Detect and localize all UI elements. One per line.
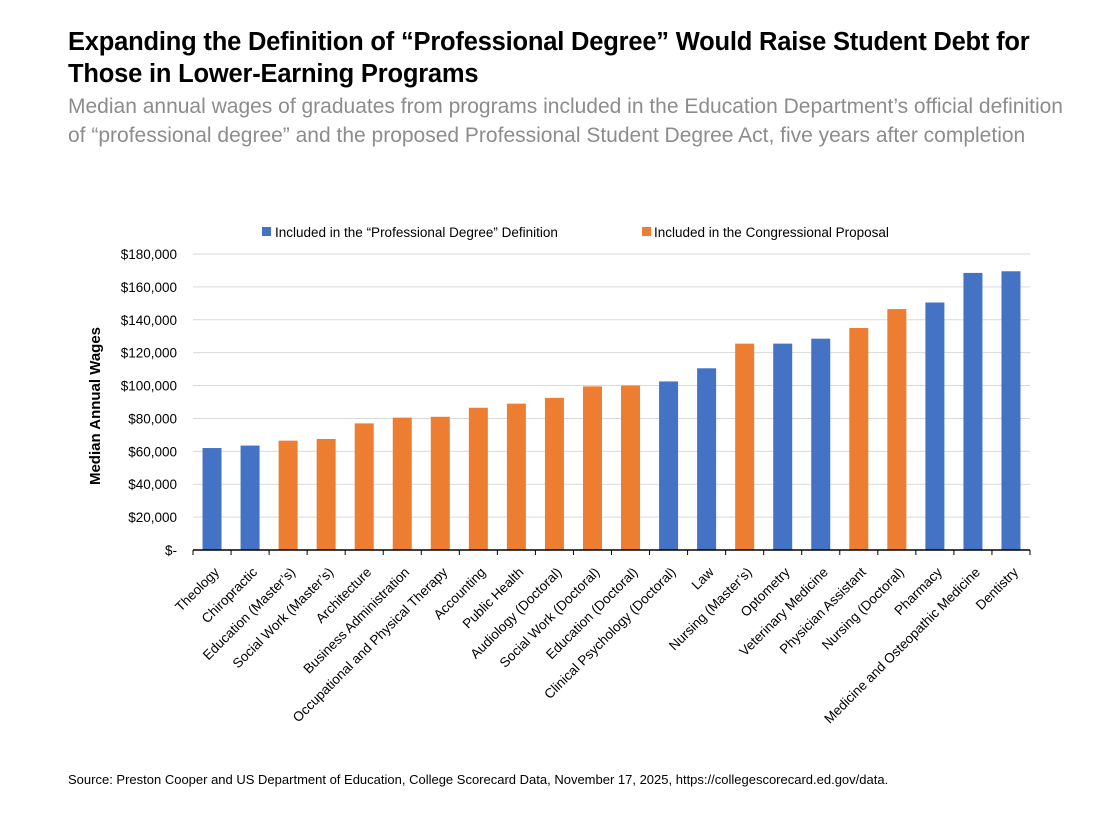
y-axis-title: Median Annual Wages — [87, 327, 104, 485]
y-tick-label: $20,000 — [128, 510, 177, 525]
y-tick-label: $140,000 — [121, 313, 177, 328]
bar — [392, 417, 412, 550]
legend-label: Included in the “Professional Degree” De… — [275, 225, 558, 240]
bar — [468, 407, 488, 550]
bar — [1001, 271, 1021, 550]
y-tick-label: $40,000 — [128, 477, 177, 492]
legend-swatch — [642, 227, 651, 236]
x-tick-label: Law — [689, 564, 717, 592]
bar — [582, 386, 602, 550]
bar — [354, 423, 374, 550]
legend-label: Included in the Congressional Proposal — [654, 225, 889, 240]
chart-subtitle: Median annual wages of graduates from pr… — [68, 95, 1063, 147]
y-tick-label: $80,000 — [128, 411, 177, 426]
y-tick-label: $180,000 — [121, 247, 177, 262]
bar — [963, 272, 983, 550]
y-tick-label: $160,000 — [121, 280, 177, 295]
bar — [544, 397, 564, 550]
bar — [240, 445, 260, 550]
bar — [849, 328, 869, 550]
y-tick-label: $100,000 — [121, 379, 177, 394]
bar — [430, 416, 450, 550]
bar — [316, 439, 336, 550]
bar — [925, 302, 945, 550]
x-tick-label: Dentistry — [973, 564, 1021, 612]
chart-title: Expanding the Definition of “Professiona… — [68, 28, 1030, 88]
bar — [621, 385, 641, 550]
bar — [659, 381, 679, 550]
bar — [811, 338, 831, 550]
y-tick-label: $60,000 — [128, 444, 177, 459]
bar — [735, 343, 755, 550]
legend-swatch — [262, 227, 271, 236]
bar — [773, 343, 793, 550]
bar — [887, 309, 907, 550]
y-tick-label: $- — [165, 543, 177, 558]
bar — [278, 440, 298, 550]
bar — [697, 368, 717, 550]
bar — [506, 403, 526, 550]
source-note: Source: Preston Cooper and US Department… — [68, 772, 889, 787]
bar — [202, 448, 222, 550]
y-tick-label: $120,000 — [121, 346, 177, 361]
